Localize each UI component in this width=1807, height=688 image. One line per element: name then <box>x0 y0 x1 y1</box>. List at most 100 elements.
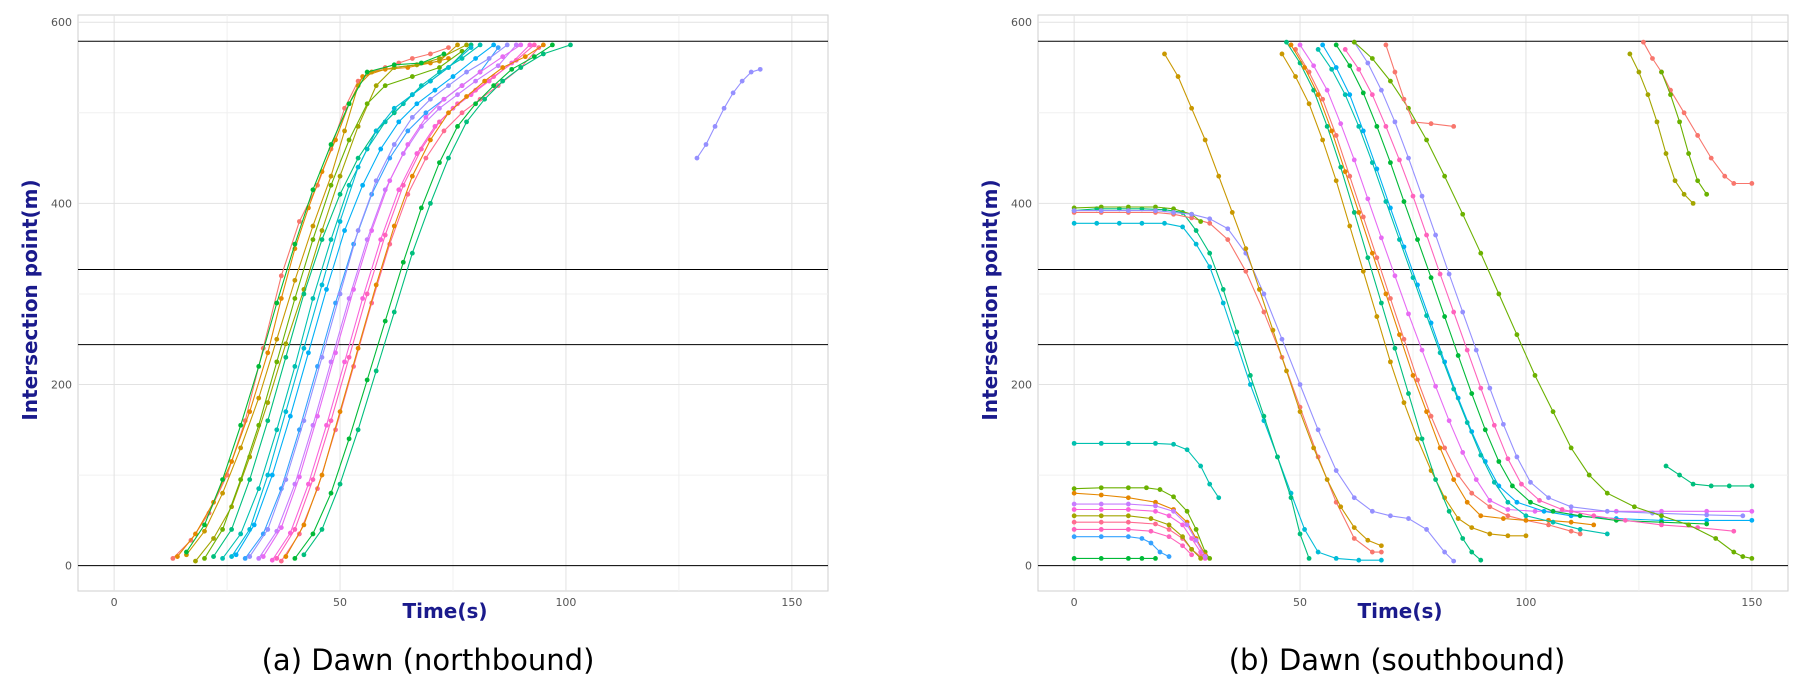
chart-b-data-point <box>1202 554 1208 559</box>
chart-a-data-point <box>464 42 469 48</box>
chart-b-data-point <box>1071 490 1077 496</box>
chart-a-x-tick-label: 150 <box>781 596 802 609</box>
chart-b-xlabel: Time(s) <box>1357 599 1442 623</box>
chart-a-data-point <box>495 45 501 51</box>
chart-b-series-31 <box>1659 69 1710 197</box>
chart-a-data-point <box>319 472 325 478</box>
chart-b-data-point <box>1288 495 1294 501</box>
chart-a-data-point <box>229 554 235 559</box>
chart-a-data-point <box>355 427 361 433</box>
chart-b-data-point <box>1378 87 1384 93</box>
chart-a-x-tick-label: 0 <box>111 596 118 609</box>
chart-b-data-point <box>1347 173 1353 179</box>
chart-b-data-point <box>1369 160 1375 166</box>
chart-a: Time(s) Intersection point(m) (a) Dawn (… <box>18 14 829 677</box>
chart-a-data-point <box>531 42 537 48</box>
chart-b-data-point <box>1369 250 1375 256</box>
chart-a-data-point <box>283 554 289 559</box>
chart-a-data-point <box>423 114 429 120</box>
chart-b-data-point <box>1650 56 1655 61</box>
chart-b-data-point <box>1234 341 1240 347</box>
chart-b-data-point <box>1297 409 1303 415</box>
chart-b-data-point <box>1388 78 1393 84</box>
chart-b-series-14 <box>1071 501 1208 559</box>
chart-b-data-point <box>1568 519 1574 525</box>
chart-b-data-point <box>1708 483 1714 489</box>
chart-b-x-tick-label: 50 <box>1293 596 1307 609</box>
chart-b-data-point <box>1731 528 1737 534</box>
chart-b-data-point <box>1550 409 1556 415</box>
chart-b-data-point <box>1749 508 1755 514</box>
chart-b-data-point <box>1446 508 1452 514</box>
chart-b-series-15 <box>1071 527 1195 558</box>
chart-b-data-point <box>1315 92 1321 98</box>
chart-b-data-point <box>1568 445 1574 451</box>
chart-b-data-point <box>1311 445 1317 451</box>
chart-b-data-point <box>1397 157 1402 163</box>
chart-b-data-point <box>1455 516 1461 521</box>
chart-b-data-point <box>1378 557 1384 563</box>
chart-b-data-point <box>1171 441 1176 447</box>
chart-b-data-point <box>1591 513 1597 519</box>
chart-b-data-point <box>1094 220 1100 226</box>
chart-b-data-point <box>1261 309 1267 315</box>
chart-b-data-point <box>1442 173 1448 179</box>
chart-a-data-point <box>473 78 478 84</box>
chart-a-x-tick-label: 50 <box>333 596 347 609</box>
chart-a-data-point <box>238 531 244 537</box>
chart-b-data-point <box>1347 92 1353 98</box>
chart-a-data-point <box>387 178 393 184</box>
chart-b-data-point <box>1406 155 1411 161</box>
chart-b-series-line <box>1074 503 1206 557</box>
chart-b-data-point <box>1631 504 1637 510</box>
chart-a-series-9 <box>229 45 474 559</box>
chart-a-data-point <box>310 187 316 193</box>
chart-a-data-point <box>409 74 415 79</box>
chart-a-data-point <box>518 42 524 48</box>
chart-a-data-point <box>242 555 248 561</box>
chart-b-data-point <box>1198 555 1204 561</box>
chart-b-data-point <box>1726 483 1732 489</box>
chart-b-data-point <box>1315 47 1321 52</box>
chart-b-data-point <box>1505 499 1511 505</box>
chart-a-data-point <box>428 200 433 206</box>
chart-a-data-point <box>757 66 763 72</box>
chart-b-series-line <box>1629 53 1694 204</box>
chart-a-data-point <box>319 354 325 360</box>
chart-b-data-point <box>1098 555 1104 561</box>
chart-a-data-point <box>400 182 406 188</box>
chart-b-data-point <box>1415 436 1420 442</box>
chart-b-data-point <box>1523 533 1529 539</box>
chart-b-data-point <box>1098 507 1104 512</box>
chart-b-data-point <box>1568 528 1574 534</box>
chart-b-data-point <box>1184 522 1190 528</box>
chart-b-data-point <box>1184 508 1190 514</box>
chart-a-data-point <box>721 105 727 111</box>
chart-b-data-point <box>1473 477 1479 483</box>
chart-a-data-point <box>423 155 429 161</box>
chart-b-data-point <box>1401 400 1407 406</box>
chart-b-data-point <box>1098 513 1104 519</box>
chart-a-data-point <box>287 413 293 419</box>
chart-a-data-point <box>292 555 298 561</box>
chart-b-data-point <box>1198 463 1204 469</box>
chart-a-data-point <box>274 427 280 433</box>
chart-a-data-point <box>694 155 700 161</box>
chart-b-data-point <box>1166 534 1172 540</box>
chart-b-data-point <box>1523 517 1529 523</box>
chart-a-series-21 <box>694 66 763 161</box>
chart-b-series-line <box>1074 492 1206 556</box>
chart-b-series-line <box>1335 44 1707 525</box>
chart-b-data-point <box>1284 368 1289 374</box>
chart-b-data-point <box>1297 531 1303 537</box>
chart-a-data-point <box>328 418 334 424</box>
chart-a-data-point <box>405 142 411 147</box>
chart-a-data-point <box>382 232 388 238</box>
chart-b-data-point <box>1189 105 1195 111</box>
chart-b-data-point <box>1193 241 1199 247</box>
chart-b-series-11 <box>1071 534 1172 559</box>
chart-b-series-28 <box>1383 42 1457 129</box>
chart-b-data-point <box>1098 440 1104 446</box>
chart-b-data-point <box>1148 528 1154 534</box>
chart-b-data-point <box>1171 494 1176 500</box>
